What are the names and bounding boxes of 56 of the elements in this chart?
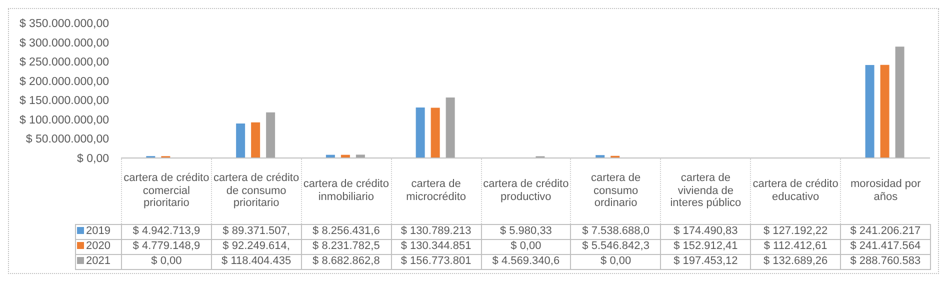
x-tick-label: cartera de crédito de consumo prioritario [211,158,302,224]
data-label: $ 8.256.431,6 [301,224,392,239]
bar [236,124,246,158]
x-tick-label: cartera de microcrédito [391,158,481,224]
bar [430,108,440,158]
x-tick-label: cartera de vivienda de interes público [660,158,751,224]
data-label: $ 8.682.862,8 [301,254,392,269]
data-label: $ 130.789.213 [391,224,481,239]
data-label: $ 5.546.842,3 [570,239,661,254]
bar [895,46,904,158]
data-label: $ 7.538.688,0 [570,224,661,239]
data-label: $ 0,00 [122,254,212,269]
y-tick-label: $ 50.000.000,00 [26,134,109,146]
data-label: $ 288.760.583 [840,254,930,269]
x-tick-label: cartera de crédito productivo [481,158,571,224]
data-label: $ 174.490,83 [660,224,751,239]
data-label: $ 112.412,61 [750,239,840,254]
x-tick-label: cartera de crédito inmobiliario [301,158,392,224]
legend-label: 2020 [76,239,122,254]
y-tick-label: $ 250.000.000,00 [19,56,109,69]
data-label: $ 197.453,12 [660,254,751,269]
x-tick-label: cartera de crédito educativo [750,158,840,224]
data-label: $ 0,00 [481,239,571,254]
bar [416,108,425,158]
data-label: $ 8.231.782,5 [301,239,392,254]
y-tick-label: $ 300.000.000,00 [19,37,109,50]
y-tick-label: $ 0,00 [77,153,109,165]
data-label: $ 132.689,26 [750,254,840,269]
x-tick-label: cartera de crédito comercial prioritario [122,158,212,224]
y-tick-label: $ 200.000.000,00 [19,76,109,88]
bar [446,98,455,158]
y-tick-label: $ 350.000.000,00 [19,18,109,30]
data-label: $ 4.942.713,9 [122,224,212,239]
data-label: $ 4.779.148,9 [122,239,212,254]
data-label: $ 241.417.564 [840,239,930,254]
legend-label: 2019 [76,224,122,239]
data-label: $ 156.773.801 [391,254,481,269]
x-tick-label: cartera de consumo ordinario [570,158,661,224]
data-label: $ 89.371.507, [211,224,302,239]
y-tick-label: $ 100.000.000,00 [19,114,109,126]
data-label: $ 130.344.851 [391,239,481,254]
data-label: $ 127.192,22 [750,224,840,239]
data-label: $ 4.569.340,6 [481,254,571,269]
legend-label: 2021 [76,254,122,269]
data-label: $ 0,00 [570,254,661,269]
data-label: $ 92.249.614, [211,239,302,254]
bar [266,112,276,158]
data-label: $ 152.912,41 [660,239,751,254]
data-label: $ 5.980,33 [481,224,571,239]
data-label: $ 241.206.217 [840,224,930,239]
bar [880,64,890,158]
y-tick-label: $ 150.000.000,00 [19,95,109,108]
data-label: $ 118.404.435 [211,254,302,269]
bar [251,122,260,158]
bar [865,64,874,158]
x-tick-label: morosidad por años [840,158,930,224]
